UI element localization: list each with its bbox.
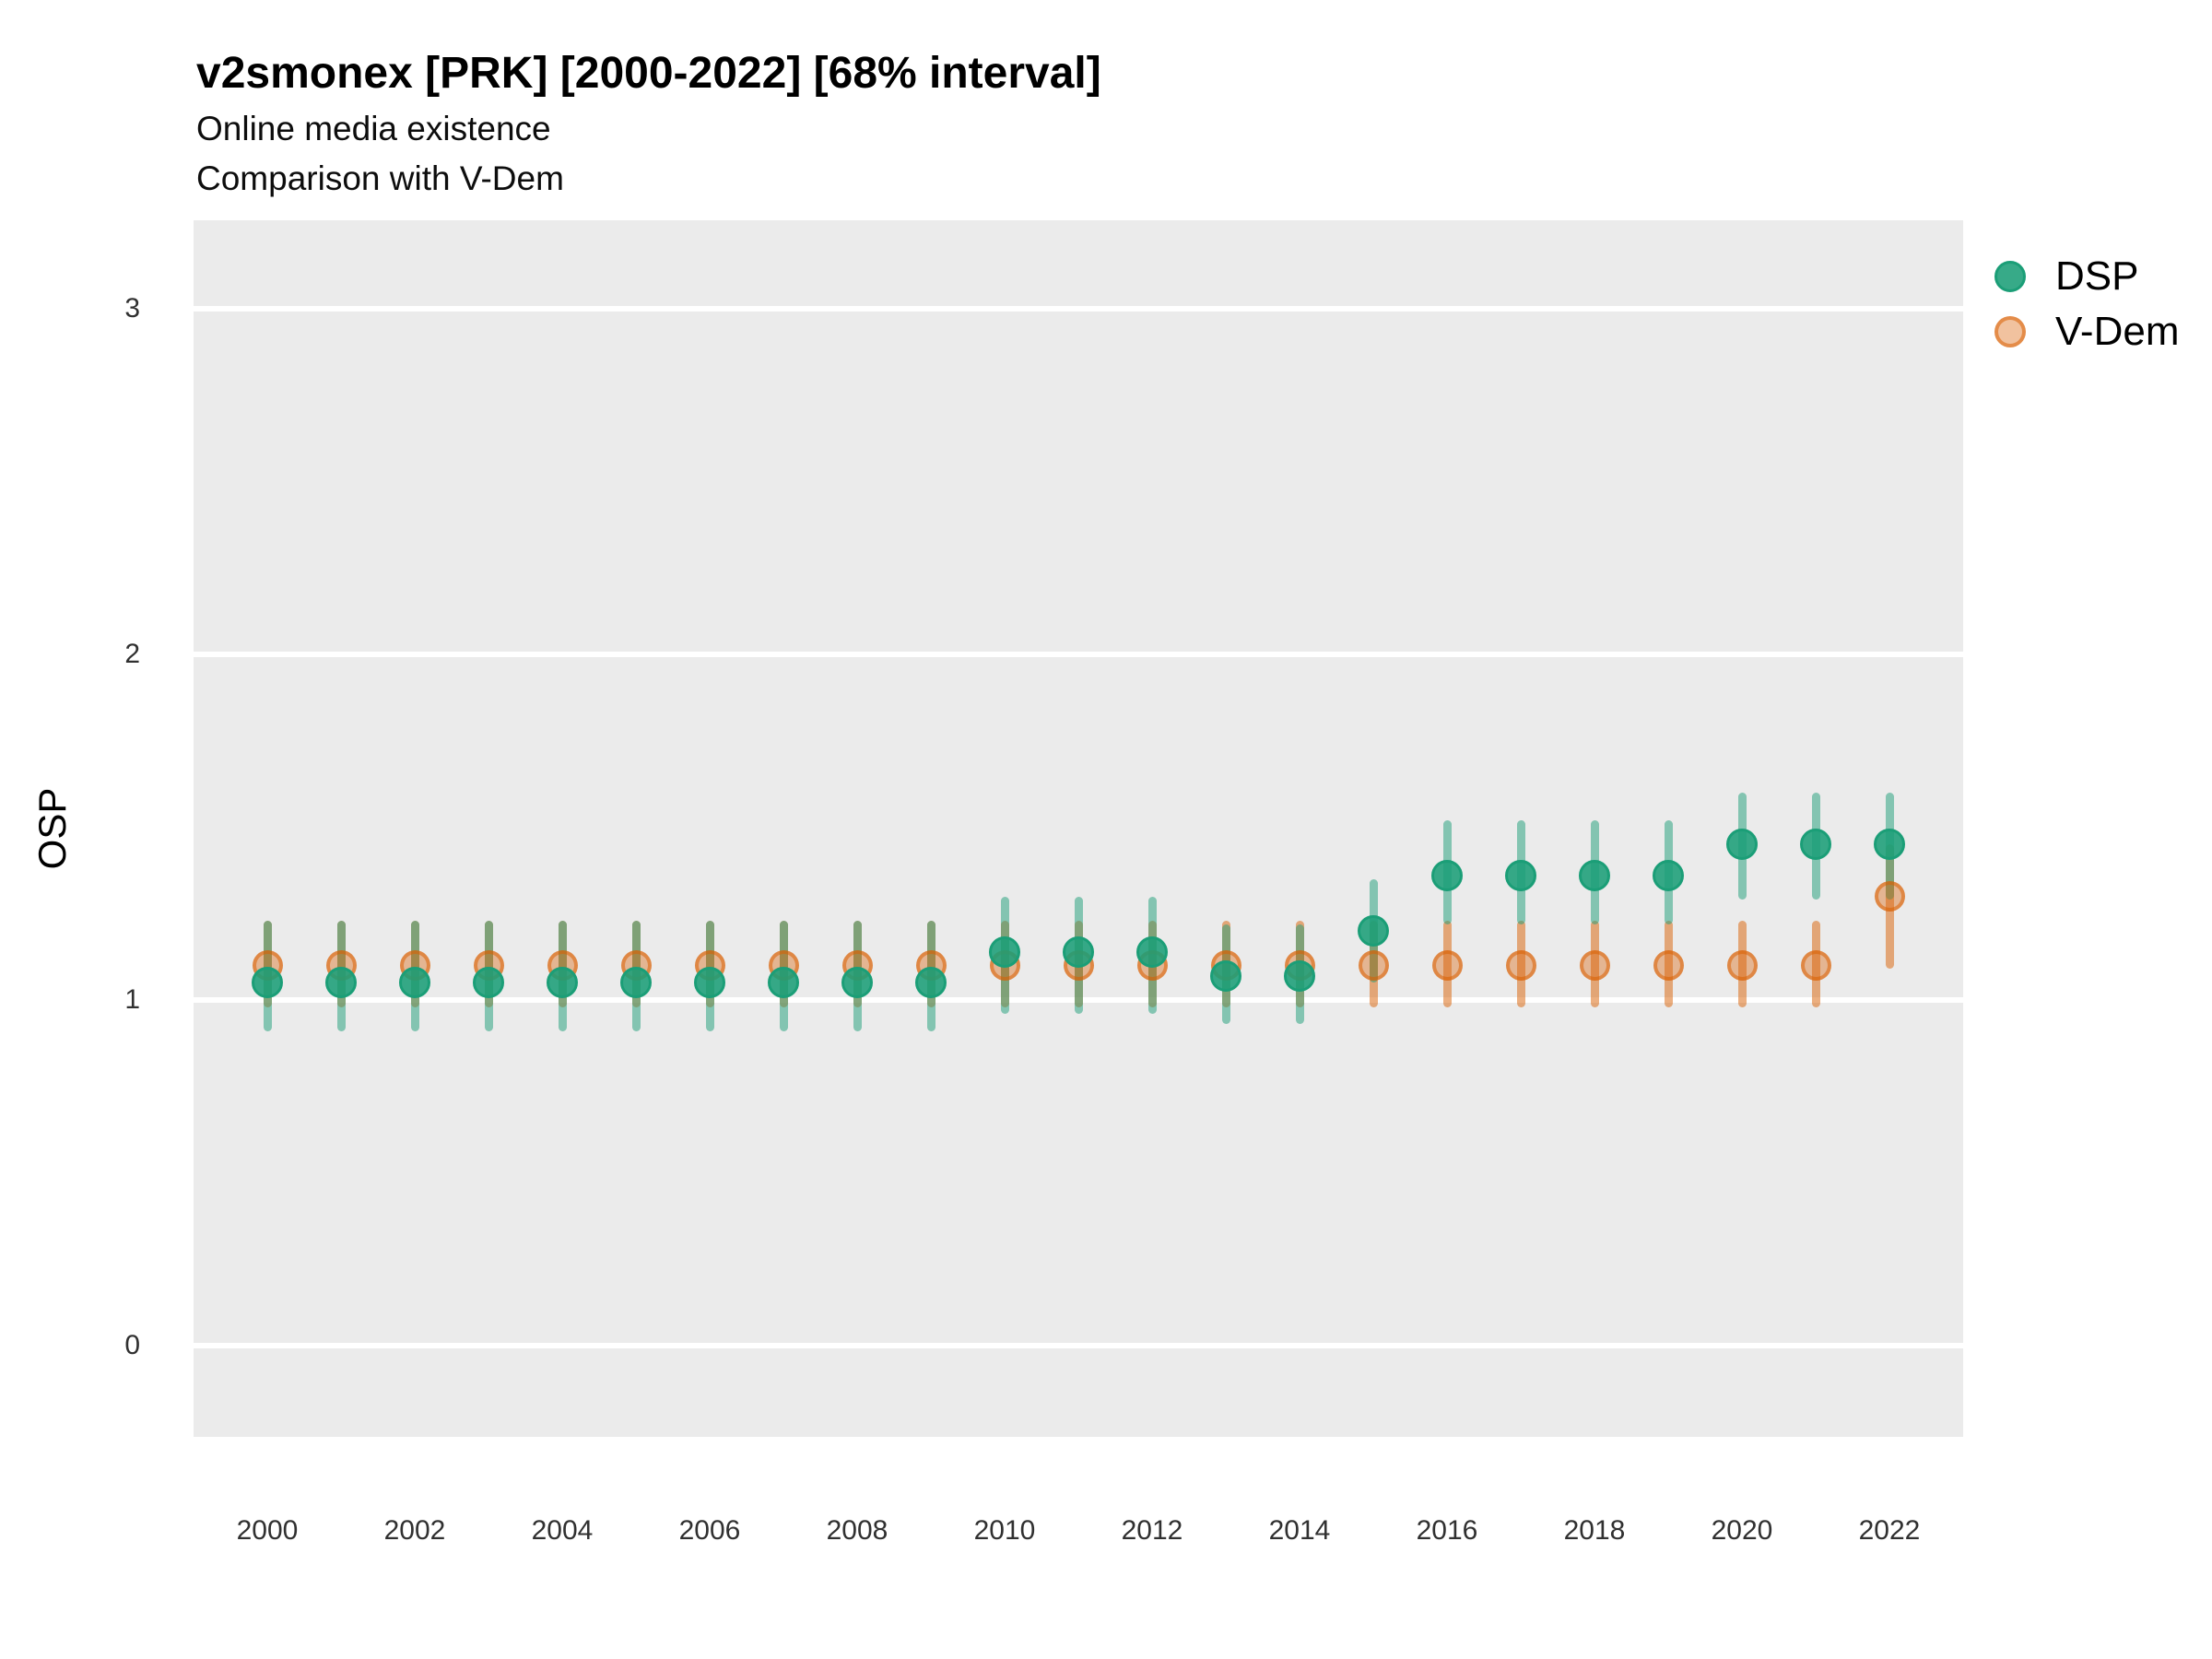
point-dsp-2006 bbox=[694, 967, 725, 999]
x-tick-label-2018: 2018 bbox=[1563, 1515, 1626, 1546]
point-dsp-2009 bbox=[915, 967, 947, 999]
point-dsp-2011 bbox=[1063, 935, 1094, 968]
point-vdem-2022 bbox=[1874, 881, 1905, 912]
x-tick-label-2004: 2004 bbox=[531, 1515, 594, 1546]
point-dsp-2012 bbox=[1136, 935, 1168, 968]
point-dsp-2010 bbox=[989, 935, 1020, 968]
point-dsp-2018 bbox=[1579, 860, 1610, 891]
point-dsp-2013 bbox=[1210, 959, 1241, 992]
point-dsp-2016 bbox=[1431, 860, 1463, 891]
point-dsp-2002 bbox=[399, 967, 430, 999]
x-tick-label-2012: 2012 bbox=[1121, 1515, 1183, 1546]
x-tick-label-2010: 2010 bbox=[973, 1515, 1036, 1546]
point-dsp-2007 bbox=[768, 967, 799, 999]
legend-label-vdem: V-Dem bbox=[2055, 309, 2180, 354]
legend-label-dsp: DSP bbox=[2055, 253, 2139, 299]
point-dsp-2017 bbox=[1505, 860, 1536, 891]
point-dsp-2001 bbox=[325, 967, 357, 999]
point-dsp-2014 bbox=[1284, 959, 1315, 992]
chart-title: v2smonex [PRK] [2000-2022] [68% interval… bbox=[196, 49, 1101, 98]
y-tick-label-2: 2 bbox=[124, 639, 140, 669]
point-vdem-2016 bbox=[1431, 950, 1463, 981]
plot-panel bbox=[194, 220, 1963, 1437]
point-vdem-2020 bbox=[1726, 950, 1758, 981]
point-dsp-2008 bbox=[841, 967, 873, 999]
point-dsp-2004 bbox=[547, 967, 578, 999]
point-dsp-2003 bbox=[473, 967, 504, 999]
legend: DSP V-Dem bbox=[1994, 253, 2179, 364]
y-axis-title: OSP bbox=[30, 787, 74, 870]
x-tick-label-2002: 2002 bbox=[383, 1515, 446, 1546]
x-tick-label-2008: 2008 bbox=[826, 1515, 888, 1546]
point-dsp-2021 bbox=[1800, 829, 1831, 861]
point-vdem-2019 bbox=[1653, 950, 1684, 981]
x-tick-label-2016: 2016 bbox=[1416, 1515, 1478, 1546]
y-tick-label-3: 3 bbox=[124, 293, 140, 324]
point-dsp-2005 bbox=[620, 967, 652, 999]
x-tick-label-2000: 2000 bbox=[236, 1515, 299, 1546]
point-dsp-2020 bbox=[1726, 829, 1758, 861]
legend-item-dsp: DSP bbox=[1994, 253, 2179, 300]
point-vdem-2015 bbox=[1358, 950, 1389, 981]
gridline-y-0 bbox=[194, 1343, 1963, 1348]
x-tick-label-2006: 2006 bbox=[678, 1515, 741, 1546]
legend-item-vdem: V-Dem bbox=[1994, 309, 2179, 355]
chart-subtitle-comparison: Comparison with V-Dem bbox=[196, 159, 564, 197]
x-tick-label-2014: 2014 bbox=[1268, 1515, 1331, 1546]
vdem-legend-marker-icon bbox=[1994, 316, 2026, 347]
point-vdem-2018 bbox=[1579, 950, 1610, 981]
point-vdem-2017 bbox=[1505, 950, 1536, 981]
x-tick-label-2022: 2022 bbox=[1858, 1515, 1921, 1546]
y-tick-label-0: 0 bbox=[124, 1330, 140, 1360]
chart-subtitle: Online media existence bbox=[196, 110, 551, 147]
point-dsp-2022 bbox=[1874, 829, 1905, 861]
gridline-y-2 bbox=[194, 652, 1963, 657]
x-tick-label-2020: 2020 bbox=[1711, 1515, 1773, 1546]
point-dsp-2019 bbox=[1653, 860, 1684, 891]
y-tick-label-1: 1 bbox=[124, 984, 140, 1015]
point-dsp-2000 bbox=[252, 967, 283, 999]
point-dsp-2015 bbox=[1358, 915, 1389, 947]
point-vdem-2021 bbox=[1800, 950, 1831, 981]
dsp-legend-marker-icon bbox=[1994, 261, 2026, 292]
gridline-y-3 bbox=[194, 306, 1963, 312]
